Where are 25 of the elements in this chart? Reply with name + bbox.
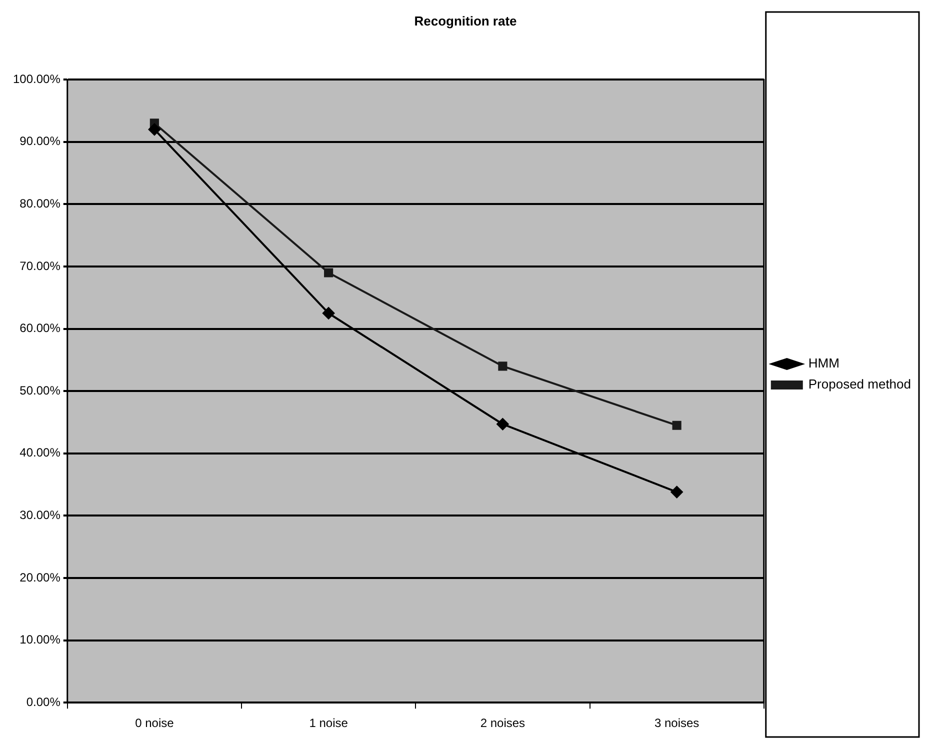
y-tick-label: 20.00% [20,570,61,584]
point [498,362,508,371]
point [148,123,160,136]
y-tick-label: 90.00% [20,134,61,148]
point [672,420,682,430]
point [324,268,334,278]
y-tick-label: 80.00% [20,196,61,211]
y-tick-label: 100.00% [13,72,61,86]
point [496,418,509,430]
legend-label: HMM [808,356,840,371]
y-tick-label: 40.00% [20,446,61,460]
point [322,307,335,320]
y-tick-label: 70.00% [20,258,61,273]
x-tick-label: 3 noises [654,716,700,730]
y-tick-label: 60.00% [20,321,61,336]
y-tick-label: 0.00% [26,694,61,709]
x-tick-label: 0 noise [135,716,174,730]
y-tick-label: 30.00% [20,508,61,522]
chart-title: Recognition rate [414,13,517,28]
x-tick-label: 1 noise [309,716,348,730]
y-tick-label: 10.00% [20,632,61,647]
y-tick-label: 50.00% [20,383,61,398]
point [670,486,683,498]
x-tick-label: 2 noises [480,716,526,730]
legend-label: Proposed method [808,376,911,392]
